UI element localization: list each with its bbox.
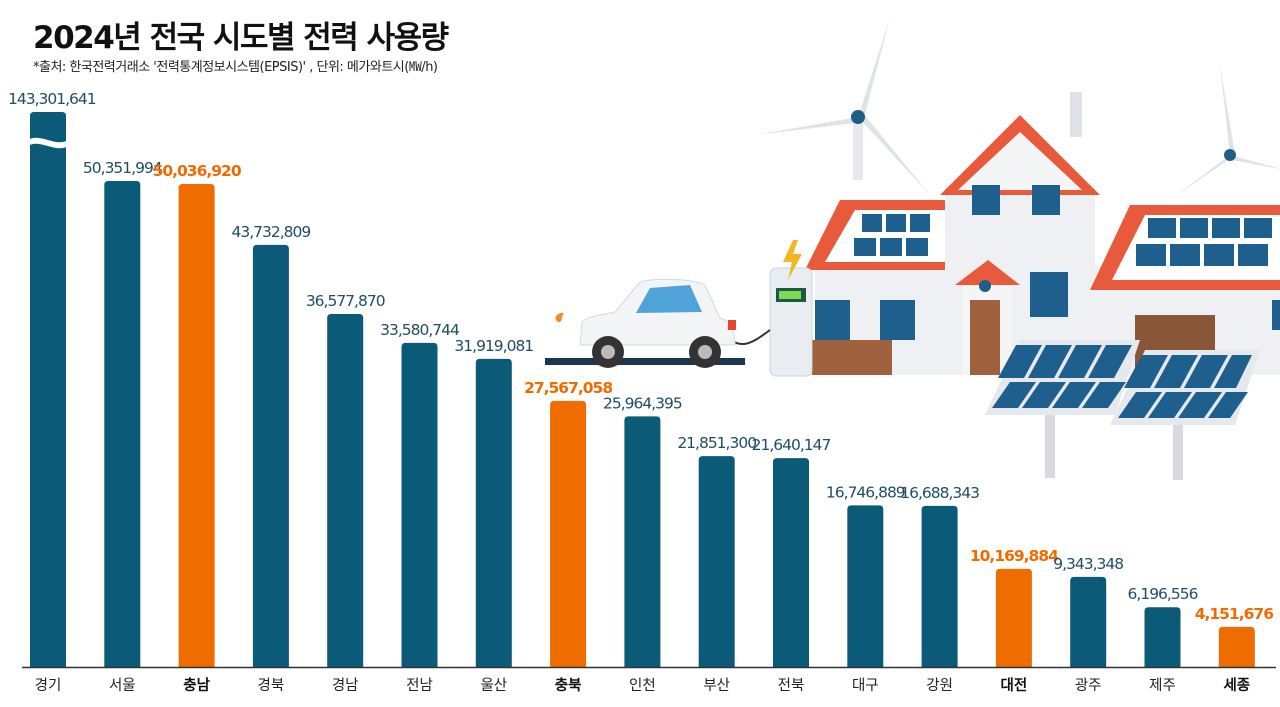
- category-label: 대구: [852, 677, 879, 694]
- renewable-energy-illustration: [545, 18, 1280, 480]
- electric-car-icon: [545, 278, 745, 368]
- category-label: 경북: [258, 677, 285, 694]
- value-label: 21,851,300: [677, 434, 756, 452]
- bar-제주: [1144, 607, 1181, 667]
- value-label: 10,169,884: [970, 547, 1059, 565]
- solar-panel-icon: [985, 340, 1140, 478]
- value-label: 6,196,556: [1128, 585, 1198, 603]
- category-label: 강원: [926, 677, 953, 694]
- bar-광주: [1070, 576, 1107, 667]
- category-label: 인천: [629, 677, 656, 694]
- category-label: 울산: [480, 677, 507, 694]
- bar-서울: [104, 181, 141, 667]
- wind-turbine-icon: [1170, 65, 1280, 200]
- ev-charger-icon: [724, 240, 813, 377]
- bar-충남: [178, 184, 215, 667]
- value-label: 50,036,920: [153, 162, 242, 180]
- value-label: 31,919,081: [454, 337, 533, 355]
- source-note: *출처: 한국전력거래소 '전력통계정보시스템(EPSIS)' , 단위: 메가…: [33, 60, 438, 75]
- bar-충북: [550, 400, 587, 667]
- solar-panel-icon: [1110, 350, 1260, 480]
- value-label: 9,343,348: [1053, 555, 1123, 573]
- category-label: 경남: [332, 677, 359, 694]
- bar-전남: [401, 342, 438, 667]
- bar-강원: [921, 505, 958, 667]
- value-label: 27,567,058: [524, 379, 612, 397]
- house-icon: [805, 92, 1280, 375]
- wind-turbine-icon: [755, 18, 930, 195]
- category-label: 전북: [778, 677, 805, 694]
- bar-경남: [327, 313, 364, 667]
- value-label: 4,151,676: [1195, 605, 1273, 623]
- bar-전북: [773, 458, 809, 667]
- bar-경북: [252, 244, 289, 667]
- category-label: 세종: [1223, 677, 1250, 694]
- value-label: 36,577,870: [306, 292, 385, 310]
- bar-인천: [624, 416, 661, 667]
- bar-부산: [698, 456, 735, 667]
- category-label: 서울: [109, 677, 136, 694]
- bar-대구: [847, 505, 884, 667]
- category-label: 경기: [35, 677, 62, 694]
- value-label: 16,688,343: [900, 484, 979, 502]
- bar-대전: [995, 568, 1032, 667]
- category-label: 제주: [1149, 677, 1176, 694]
- bar-경기: [30, 112, 66, 667]
- value-label: 143,301,641: [8, 90, 96, 108]
- value-label: 43,732,809: [232, 223, 311, 241]
- bar-세종: [1218, 626, 1255, 667]
- category-label: 부산: [703, 677, 730, 694]
- value-label: 25,964,395: [603, 394, 682, 412]
- category-label: 광주: [1075, 677, 1102, 694]
- value-label: 16,746,889: [826, 483, 905, 501]
- category-label: 전남: [406, 677, 433, 694]
- bar-울산: [475, 358, 512, 667]
- category-label: 대전: [1001, 677, 1028, 694]
- axis-break-mark: [28, 137, 68, 149]
- category-label: 충북: [555, 677, 582, 694]
- value-label: 21,640,147: [752, 436, 831, 454]
- value-label: 50,351,994: [83, 159, 162, 177]
- value-label: 33,580,744: [380, 321, 459, 339]
- chart-title: 2024년 전국 시도별 전력 사용량: [33, 20, 449, 56]
- category-label: 충남: [183, 677, 210, 694]
